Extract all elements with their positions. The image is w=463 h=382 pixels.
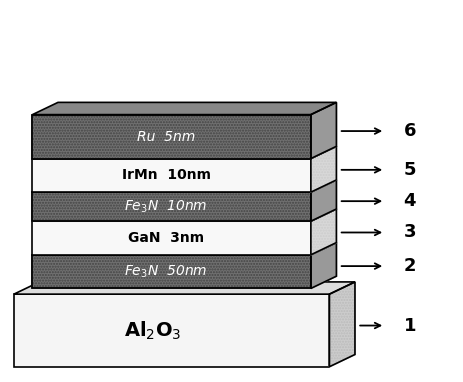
Polygon shape	[310, 209, 336, 255]
Polygon shape	[32, 255, 310, 288]
Polygon shape	[32, 146, 336, 159]
Text: 5: 5	[403, 161, 415, 179]
Polygon shape	[310, 102, 336, 159]
Polygon shape	[14, 282, 354, 294]
Polygon shape	[14, 294, 329, 367]
Polygon shape	[32, 159, 310, 192]
Polygon shape	[32, 180, 336, 192]
Text: 6: 6	[403, 122, 415, 140]
Polygon shape	[310, 243, 336, 288]
Text: GaN  3nm: GaN 3nm	[128, 231, 204, 245]
Text: Al$_2$O$_3$: Al$_2$O$_3$	[124, 319, 181, 342]
Text: 4: 4	[403, 192, 415, 210]
Text: 1: 1	[403, 317, 415, 335]
Polygon shape	[32, 243, 336, 255]
Polygon shape	[32, 192, 310, 221]
Polygon shape	[32, 102, 336, 115]
Polygon shape	[329, 282, 354, 367]
Text: 3: 3	[403, 223, 415, 241]
Polygon shape	[32, 209, 336, 221]
Polygon shape	[310, 180, 336, 221]
Text: 2: 2	[403, 257, 415, 275]
Text: Fe$_3$N  50nm: Fe$_3$N 50nm	[124, 264, 207, 280]
Text: Fe$_3$N  10nm: Fe$_3$N 10nm	[124, 199, 207, 215]
Polygon shape	[310, 146, 336, 192]
Polygon shape	[32, 221, 310, 255]
Text: Ru  5nm: Ru 5nm	[137, 129, 195, 144]
Polygon shape	[32, 115, 310, 159]
Text: IrMn  10nm: IrMn 10nm	[121, 168, 210, 182]
